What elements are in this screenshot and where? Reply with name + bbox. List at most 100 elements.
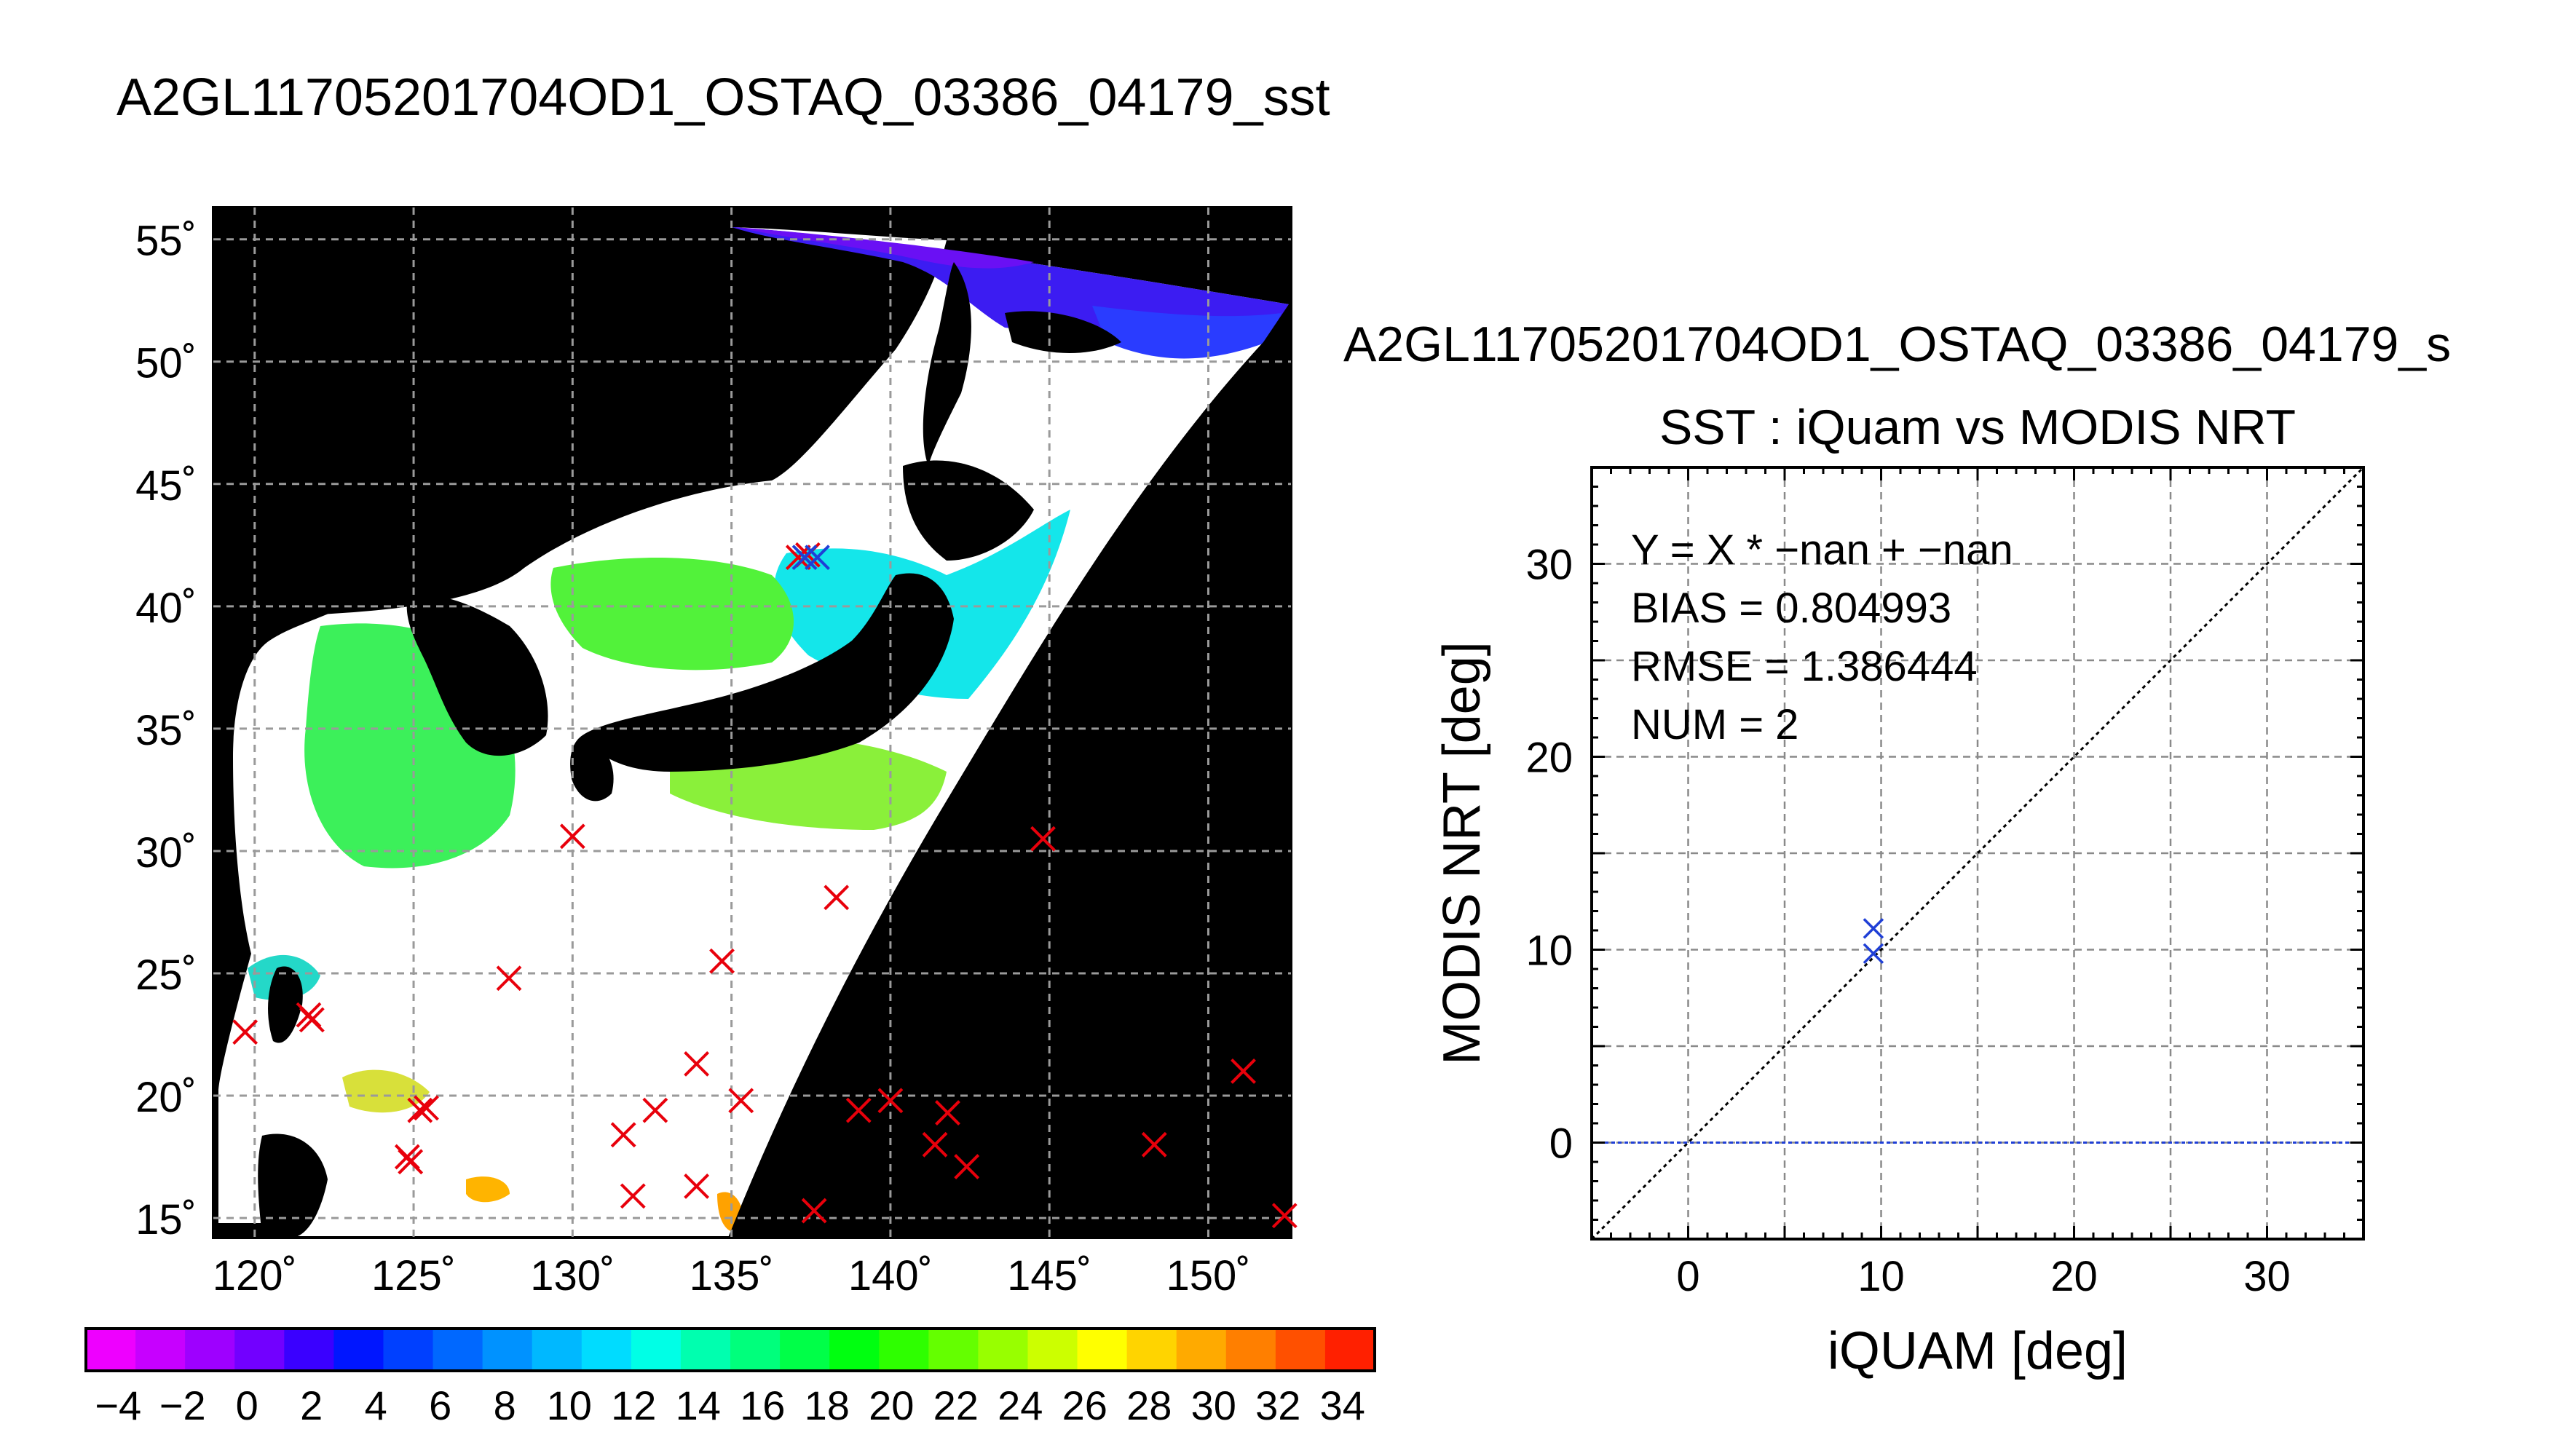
iquam-point-marker: [845, 1097, 872, 1123]
iquam-point-marker: [642, 1097, 668, 1123]
x-tick-label: 10: [1857, 1253, 1905, 1300]
colorbar-cell: [631, 1329, 682, 1371]
y-tick-label: 30: [1525, 542, 1573, 589]
colorbar-tick-label: 4: [365, 1382, 387, 1428]
colorbar-cell: [879, 1329, 930, 1371]
map-data-layer: [218, 207, 1291, 1238]
map-lat-tick-label: 20˚: [135, 1074, 197, 1121]
iquam-point-marker: [232, 1019, 258, 1045]
scatter-annotations: Y = X * −nan + −nan BIAS = 0.804993 RMSE =…: [1631, 526, 2013, 748]
colorbar-tick-label: −4: [95, 1382, 141, 1428]
map-lon-tick-label: 140˚: [848, 1252, 933, 1299]
scatter-ticks: 0 10 20 30 0 10 20 30: [1525, 466, 2365, 1300]
iquam-point-marker: [824, 885, 850, 911]
y-tick-label: 0: [1549, 1120, 1573, 1168]
land-kyushu: [570, 735, 614, 802]
map-lat-tick-label: 40˚: [135, 585, 197, 632]
x-tick-label: 20: [2050, 1253, 2098, 1300]
colorbar-tick-label: 14: [676, 1382, 721, 1428]
scatter-panel: A2GL11705201704OD1_OSTAQ_03386_04179_s S…: [1343, 317, 2451, 1380]
colorbar-cell: [284, 1329, 335, 1371]
y-tick-label: 20: [1525, 735, 1573, 782]
land-korea: [406, 595, 548, 756]
scatter-title: SST : iQuam vs MODIS NRT: [1659, 400, 2296, 455]
colorbar-tick-label: −2: [159, 1382, 206, 1428]
sst-green-central: [550, 558, 794, 670]
colorbar-tick-label: 34: [1320, 1382, 1365, 1428]
map-lon-tick-label: 145˚: [1007, 1252, 1091, 1299]
colorbar-cell: [1324, 1329, 1375, 1371]
map-lat-tick-label: 25˚: [135, 951, 197, 999]
scatter-stat-annotation: NUM = 2: [1631, 701, 1798, 748]
iquam-point-marker: [414, 1095, 439, 1121]
matched-point-marker: [791, 545, 818, 571]
colorbar-cell: [1126, 1329, 1177, 1371]
iquam-point-marker: [684, 1051, 710, 1077]
sst-map-panel: 55˚ 50˚ 45˚ 40˚ 35˚ 30˚ 25˚ 20˚ 15˚ 120˚ 125˚ 130˚…: [135, 206, 1298, 1299]
colorbar-cell: [1225, 1329, 1276, 1371]
land-sakhalin: [923, 262, 971, 466]
sst-orange-patch-1: [466, 1176, 510, 1203]
land-japan-honshu: [583, 573, 954, 772]
map-lat-tick-label: 15˚: [135, 1196, 197, 1243]
land-taiwan: [268, 966, 303, 1043]
iquam-point-marker: [398, 1149, 424, 1175]
scatter-ylabel: MODIS NRT [deg]: [1433, 641, 1491, 1065]
colorbar-cell: [532, 1329, 583, 1371]
colorbar-tick-label: 0: [236, 1382, 258, 1428]
colorbar-tick-label: 22: [933, 1382, 979, 1428]
colorbar-tick-label: 32: [1255, 1382, 1300, 1428]
colorbar-cells: [86, 1329, 1375, 1371]
map-latitude-labels: 55˚ 50˚ 45˚ 40˚ 35˚ 30˚ 25˚ 20˚ 15˚: [135, 218, 197, 1243]
colorbar-tick-label: 20: [869, 1382, 914, 1428]
scatter-points: [1863, 918, 1884, 965]
scatter-grid: [1592, 467, 2364, 1239]
colorbar-cell: [730, 1329, 781, 1371]
colorbar-cell: [928, 1329, 979, 1371]
scatter-stat-annotation: RMSE = 1.386444: [1631, 643, 1978, 690]
map-frame: [212, 206, 1292, 1239]
colorbar-tick-labels: −4 −2 0 2 4 6 8 10 12 14 16 18 20 22 24 26 28 30 32 34: [95, 1382, 1365, 1428]
no-data-east: [728, 304, 1291, 1238]
colorbar-cell: [86, 1329, 137, 1371]
scatter-xlabel: iQUAM [deg]: [1828, 1322, 2128, 1380]
land-hokkaido: [903, 460, 1034, 561]
colorbar-frame: [84, 1327, 1376, 1372]
map-lat-tick-label: 55˚: [135, 218, 197, 265]
matched-point-marker: [805, 545, 830, 571]
map-lon-tick-label: 135˚: [690, 1252, 774, 1299]
colorbar-cell: [780, 1329, 831, 1371]
iquam-point-marker: [785, 545, 811, 571]
colorbar-cell: [135, 1329, 186, 1371]
map-lat-tick-label: 30˚: [135, 829, 197, 877]
colorbar-cell: [1176, 1329, 1227, 1371]
colorbar-tick-label: 10: [547, 1382, 592, 1428]
x-tick-label: 30: [2243, 1253, 2291, 1300]
sst-cold-band-blue-east: [1092, 306, 1282, 359]
iquam-point-marker: [1030, 826, 1056, 852]
colorbar-tick-label: 28: [1126, 1382, 1172, 1428]
iquam-point-marker: [559, 823, 585, 850]
page-title: A2GL11705201704OD1_OSTAQ_03386_04179_sst: [117, 68, 1330, 127]
iquam-point-marker: [922, 1131, 948, 1158]
map-lon-tick-label: 150˚: [1166, 1252, 1250, 1299]
colorbar-tick-label: 8: [494, 1382, 516, 1428]
map-lat-tick-label: 45˚: [135, 462, 197, 510]
colorbar-cell: [581, 1329, 632, 1371]
scatter-stat-annotation: BIAS = 0.804993: [1631, 585, 1951, 632]
iquam-point-marker: [496, 965, 522, 992]
scatter-point: [1863, 918, 1884, 939]
land-kamchatka-coast: [1005, 311, 1121, 353]
iquam-point-marker: [709, 948, 735, 974]
iquam-point-marker: [801, 1198, 827, 1224]
iquam-point-marker: [935, 1100, 960, 1126]
map-lon-tick-label: 120˚: [213, 1252, 297, 1299]
map-lon-tick-label: 130˚: [530, 1252, 615, 1299]
colorbar-cell: [1077, 1329, 1128, 1371]
colorbar-cell: [978, 1329, 1029, 1371]
land-luzon: [258, 1133, 328, 1238]
colorbar-cell: [433, 1329, 483, 1371]
map-longitude-labels: 120˚ 125˚ 130˚ 135˚ 140˚ 145˚ 150˚: [213, 1252, 1251, 1299]
colorbar-tick-label: 12: [611, 1382, 656, 1428]
